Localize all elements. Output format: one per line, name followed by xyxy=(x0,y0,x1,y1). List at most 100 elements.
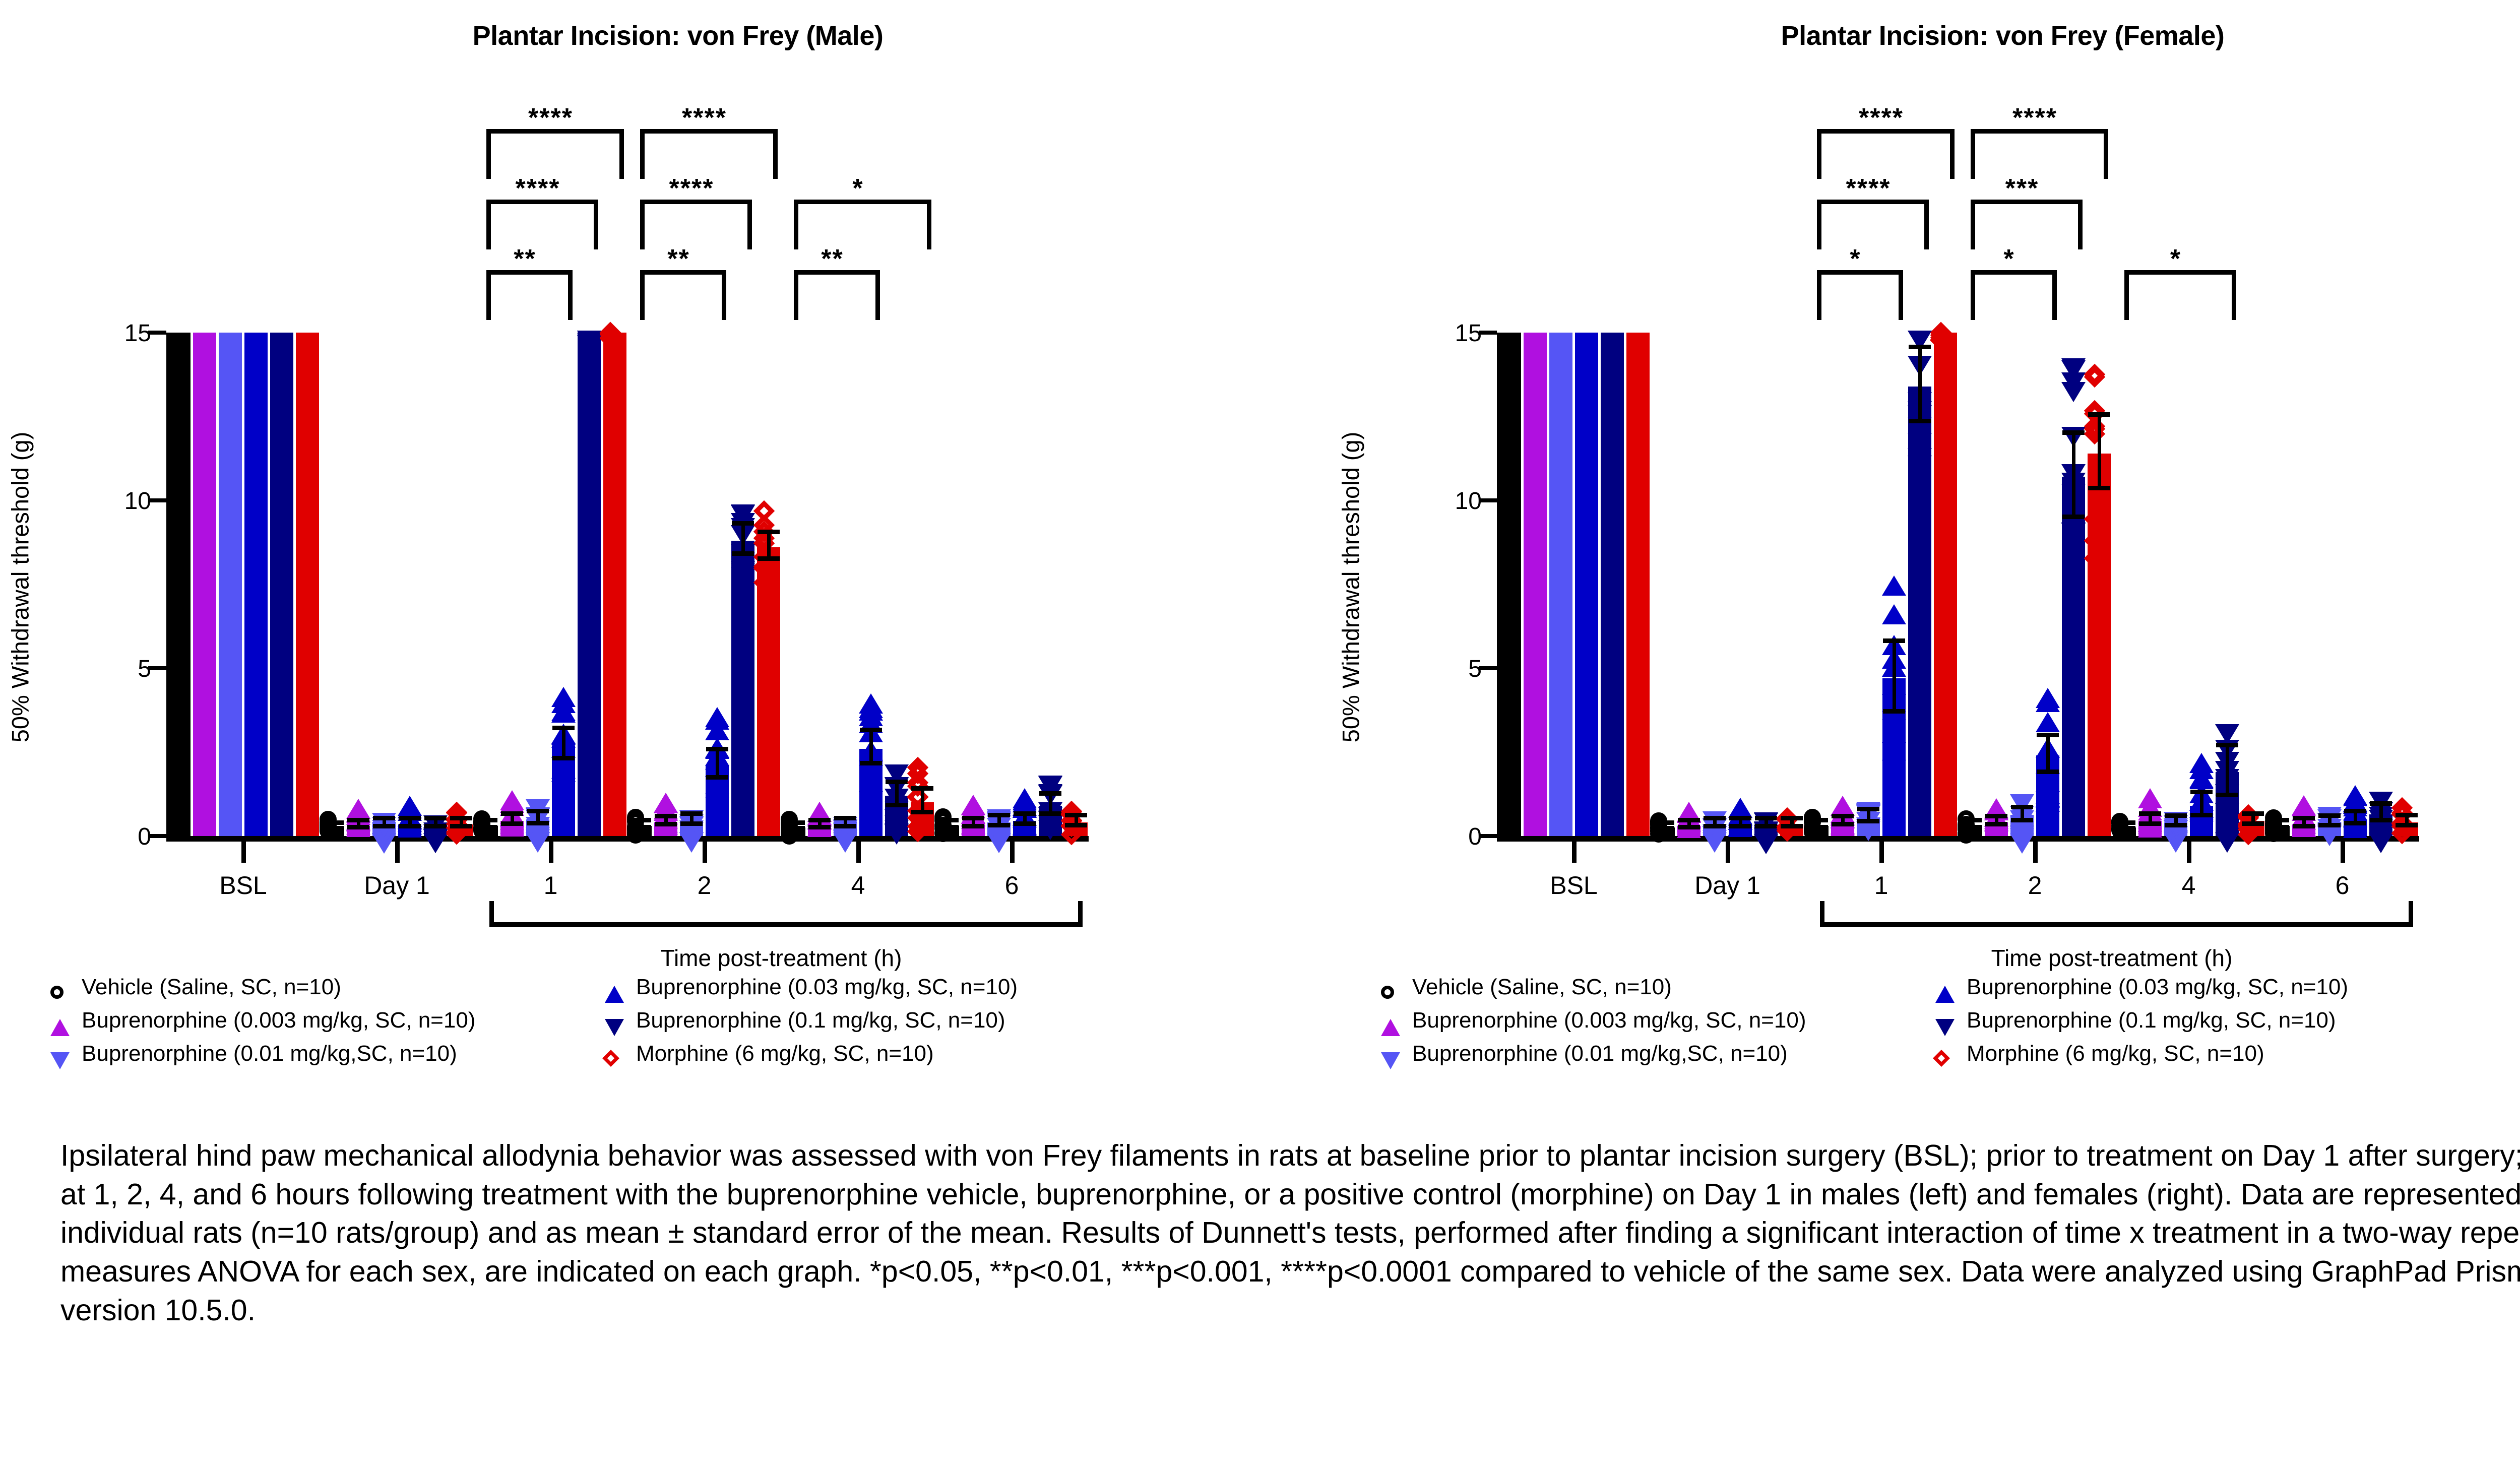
legend-marker xyxy=(1935,979,1956,1003)
error-bar xyxy=(2251,816,2255,826)
significance-bracket xyxy=(640,270,726,320)
data-point xyxy=(2189,752,2214,773)
significance-bracket xyxy=(1817,200,1929,249)
error-bar xyxy=(536,813,540,825)
error-bar-cap xyxy=(1960,824,1982,829)
significance-stars: **** xyxy=(669,174,714,203)
error-bar-cap xyxy=(1806,818,1828,823)
error-bar-cap xyxy=(1652,825,1674,830)
error-bar xyxy=(2200,794,2203,818)
error-bar-cap xyxy=(2037,732,2059,737)
data-point xyxy=(1882,740,1906,761)
triangle-down-open-icon xyxy=(1935,1019,1955,1036)
error-bar-cap xyxy=(2267,824,2289,829)
chart-title-male: Plantar Incision: von Frey (Male) xyxy=(472,21,884,51)
significance-bracket xyxy=(640,200,752,249)
error-bar xyxy=(767,534,771,561)
bar xyxy=(731,540,754,836)
error-bar-cap xyxy=(552,726,575,731)
x-axis-tick-label: 4 xyxy=(2181,871,2196,900)
x-axis-tick-label: 1 xyxy=(1874,871,1888,900)
data-point xyxy=(2084,366,2106,388)
error-bar-cap xyxy=(2139,811,2161,816)
x-axis-tick xyxy=(395,842,400,863)
x-axis-tick xyxy=(702,842,707,863)
error-bar-cap xyxy=(2011,804,2033,809)
data-point xyxy=(551,700,576,721)
error-bar-cap xyxy=(936,818,959,823)
legend-label: Buprenorphine (0.003 mg/kg, SC, n=10) xyxy=(1412,1008,1806,1033)
error-bar-cap xyxy=(347,818,369,823)
bar xyxy=(244,333,268,836)
data-point xyxy=(2317,824,2342,845)
significance-bracket xyxy=(486,270,573,320)
bar xyxy=(1498,333,1521,836)
chart-panel-female: Plantar Incision: von Frey (Female) 0 5 10… xyxy=(1331,0,2520,1104)
data-point xyxy=(346,798,370,819)
error-bar-cap xyxy=(2088,486,2110,491)
legend-marker xyxy=(50,1045,71,1069)
x-axis-tick xyxy=(1571,842,1577,863)
data-point xyxy=(885,824,909,845)
error-bar-cap xyxy=(2062,514,2085,519)
data-point xyxy=(859,772,883,792)
significance-stars: **** xyxy=(1846,174,1891,203)
data-point xyxy=(859,700,883,721)
error-bar xyxy=(1893,643,1896,714)
error-bar xyxy=(2149,816,2152,826)
significance-stars: **** xyxy=(515,174,560,203)
triangle-up-open-icon xyxy=(1935,986,1955,1003)
significance-bracket xyxy=(1971,129,2108,179)
error-bar-cap xyxy=(988,823,1010,828)
data-point xyxy=(679,832,704,853)
error-bar-cap xyxy=(2293,815,2315,820)
error-bar-cap xyxy=(834,823,856,828)
y-axis-tick-label: 5 xyxy=(1468,656,1482,682)
error-bar xyxy=(2021,809,2024,823)
diamond-open-icon xyxy=(602,1050,619,1067)
triangle-up-open-icon xyxy=(605,986,624,1003)
error-bar xyxy=(2072,435,2075,519)
significance-stars: ** xyxy=(514,244,536,274)
significance-stars: * xyxy=(2003,244,2015,274)
circle-open-icon xyxy=(50,986,64,999)
error-bar-cap xyxy=(2370,801,2392,806)
x-axis-title: Time post-treatment (h) xyxy=(1991,945,2233,971)
y-axis-tick-label: 0 xyxy=(1468,823,1482,850)
significance-bracket xyxy=(2124,270,2236,320)
error-bar-cap xyxy=(450,823,472,828)
error-bar xyxy=(2405,817,2409,828)
error-bar xyxy=(2098,416,2101,491)
error-bar-cap xyxy=(1985,822,2007,827)
error-bar-cap xyxy=(2318,822,2341,827)
legend-marker xyxy=(1933,1045,1956,1067)
significance-stars: *** xyxy=(2005,174,2039,203)
error-bar xyxy=(511,816,514,826)
bar xyxy=(603,333,626,836)
error-bar-cap xyxy=(2216,793,2238,798)
error-bar-cap xyxy=(501,821,523,826)
error-bar-cap xyxy=(1065,823,1087,828)
bar xyxy=(2088,453,2111,836)
error-bar-cap xyxy=(860,727,882,732)
legend-marker xyxy=(1381,979,1401,999)
y-axis-tick xyxy=(1479,666,1497,670)
bar xyxy=(270,333,293,836)
y-axis-tick-label: 15 xyxy=(1455,320,1482,347)
error-bar-cap xyxy=(2011,818,2033,823)
error-bar-cap xyxy=(2088,412,2110,417)
data-point xyxy=(1882,723,1906,743)
error-bar-cap xyxy=(373,823,395,828)
triangle-down-open-icon xyxy=(1381,1052,1400,1069)
data-point xyxy=(1013,788,1037,809)
error-bar xyxy=(741,525,745,556)
plot-area-male: 0 5 10 15 50% Withdrawal threshold (g) BSL Day… xyxy=(7,105,1089,971)
legend-label: Buprenorphine (0.1 mg/kg, SC, n=10) xyxy=(1967,1008,2336,1033)
x-axis-tick-label: Day 1 xyxy=(364,871,430,900)
error-bar-cap xyxy=(2139,821,2161,826)
error-bar-cap xyxy=(2216,742,2238,747)
significance-bracket xyxy=(1817,270,1903,320)
error-bar xyxy=(869,732,873,766)
legend-label: Vehicle (Saline, SC, n=10) xyxy=(1412,975,1672,999)
bar xyxy=(1601,333,1624,836)
